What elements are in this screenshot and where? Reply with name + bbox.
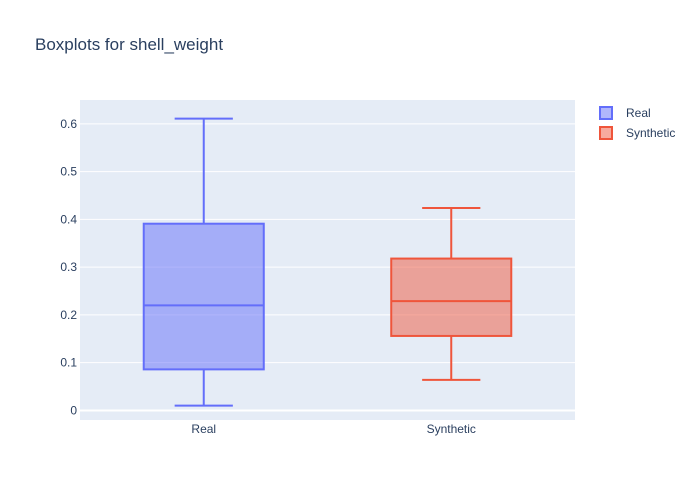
- y-tick-label: 0.5: [60, 165, 77, 179]
- legend-item-real[interactable]: Real: [599, 106, 651, 120]
- y-tick-label: 0.2: [60, 308, 77, 322]
- legend-label: Synthetic: [626, 126, 675, 140]
- iqr-box: [142, 222, 265, 371]
- legend-swatch: [599, 106, 613, 120]
- chart-title: Boxplots for shell_weight: [35, 35, 223, 54]
- box-synthetic[interactable]: [390, 206, 513, 381]
- y-tick-label: 0.1: [60, 356, 77, 370]
- legend[interactable]: Real Synthetic: [599, 106, 675, 140]
- legend-label: Real: [626, 106, 651, 120]
- box-real[interactable]: [142, 117, 265, 407]
- legend-item-synthetic[interactable]: Synthetic: [599, 126, 675, 140]
- y-tick-label: 0.4: [60, 212, 77, 226]
- legend-swatch: [599, 126, 613, 140]
- y-tick-label: 0: [70, 403, 77, 417]
- x-tick-label: Synthetic: [427, 422, 476, 436]
- x-tick-label: Real: [191, 422, 216, 436]
- y-tick-label: 0.6: [60, 117, 77, 131]
- box-series: [142, 117, 513, 407]
- iqr-box: [390, 257, 513, 337]
- y-tick-label: 0.3: [60, 260, 77, 274]
- axes: 0 0.1 0.2 0.3 0.4 0.5 0.6 Real Synthetic: [60, 117, 476, 436]
